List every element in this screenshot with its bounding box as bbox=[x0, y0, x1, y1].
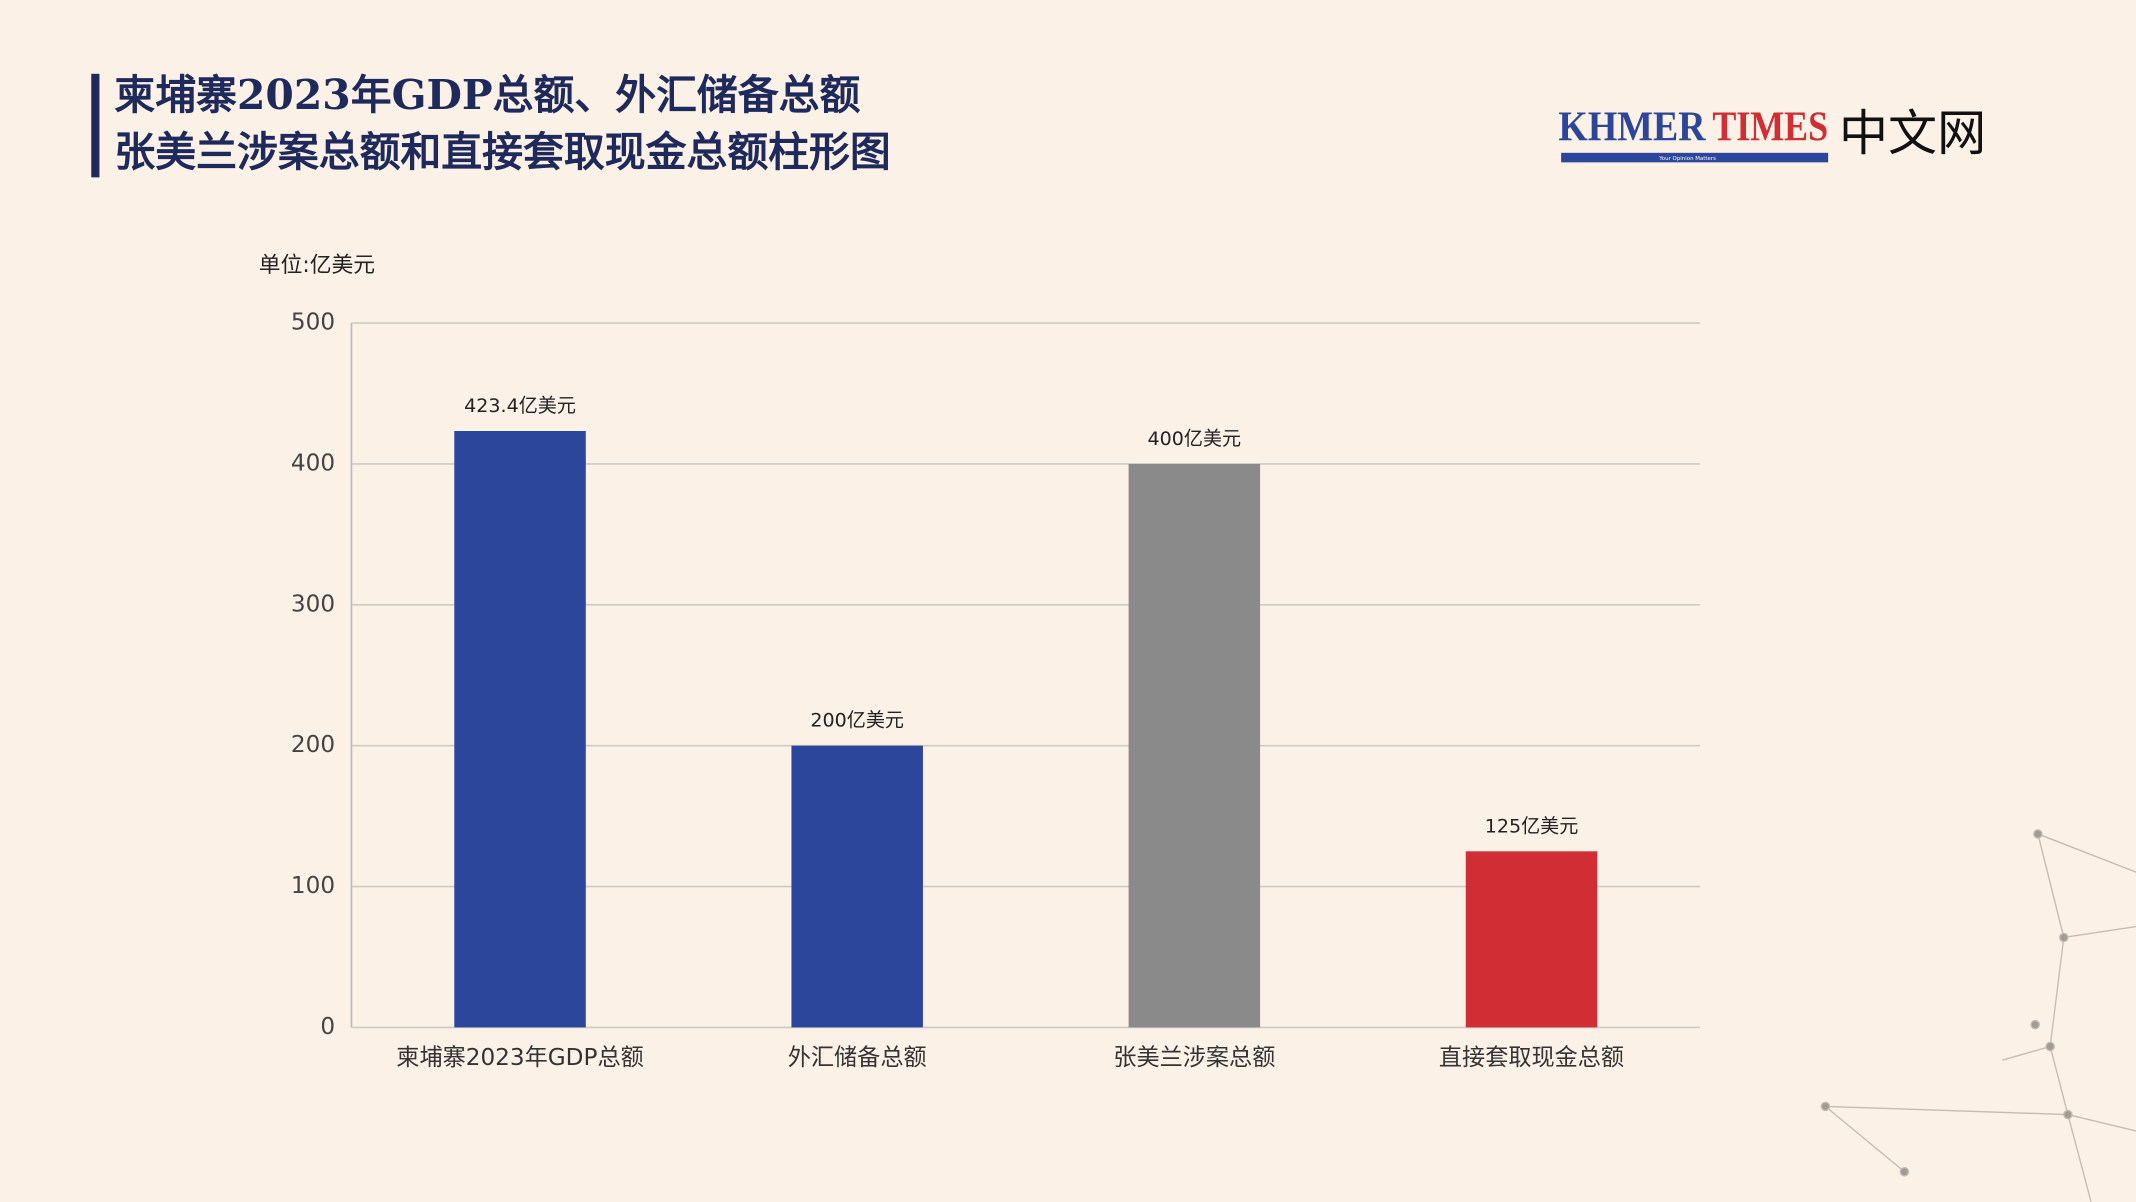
value-label: 423.4亿美元 bbox=[464, 395, 576, 417]
bar bbox=[1128, 463, 1261, 1028]
bar bbox=[1465, 851, 1598, 1028]
y-tick-label: 100 bbox=[291, 873, 335, 899]
logo-suffix: 中文网 bbox=[1839, 104, 1986, 162]
y-tick-label: 300 bbox=[291, 591, 335, 617]
y-tick-label: 200 bbox=[291, 732, 335, 758]
chart-title: 张美兰涉案总额和直接套取现金总额柱形图 bbox=[114, 128, 890, 176]
bar bbox=[454, 430, 586, 1028]
logo-text: TIMES bbox=[1712, 104, 1828, 151]
logo-text: KHMER bbox=[1558, 104, 1706, 151]
logo-bar bbox=[1561, 152, 1829, 163]
decoration bbox=[1820, 829, 2136, 1202]
x-tick-label: 张美兰涉案总额 bbox=[1113, 1045, 1275, 1071]
value-label: 400亿美元 bbox=[1148, 428, 1242, 450]
value-label: 200亿美元 bbox=[810, 710, 904, 732]
x-tick-label: 直接套取现金总额 bbox=[1439, 1045, 1624, 1071]
title-accent bbox=[91, 73, 100, 178]
y-tick-label: 500 bbox=[291, 310, 335, 336]
logo-tagline: Your Opinion Matters bbox=[1658, 156, 1716, 162]
y-tick-label: 0 bbox=[320, 1014, 335, 1040]
y-tick-label: 400 bbox=[291, 450, 335, 476]
x-tick-label: 外汇储备总额 bbox=[788, 1045, 927, 1071]
value-label: 125亿美元 bbox=[1485, 815, 1579, 837]
x-tick-label: 柬埔寨2023年GDP总额 bbox=[396, 1045, 643, 1071]
unit-label: 单位:亿美元 bbox=[259, 253, 375, 278]
chart-title: 柬埔寨2023年GDP总额、外汇储备总额 bbox=[114, 71, 860, 119]
bar bbox=[791, 745, 923, 1028]
